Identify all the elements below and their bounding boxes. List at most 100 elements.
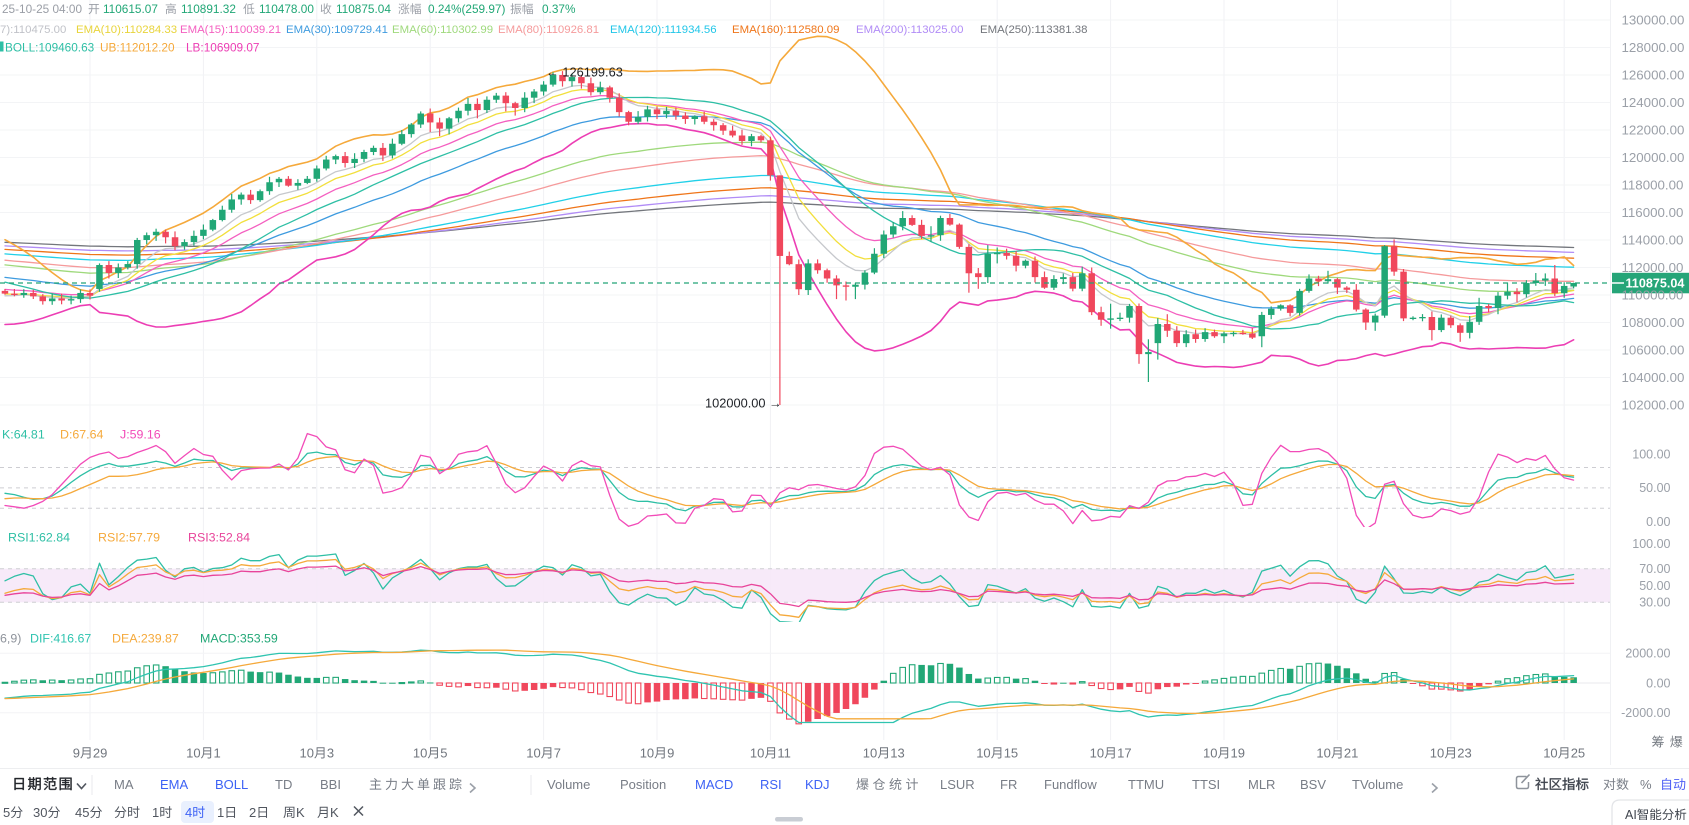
svg-text:0.24%(259.97): 0.24%(259.97)	[428, 2, 505, 16]
svg-text:116000.00: 116000.00	[1622, 205, 1684, 220]
svg-text:102000.00 →: 102000.00 →	[705, 396, 782, 411]
svg-text:108000.00: 108000.00	[1622, 315, 1685, 330]
svg-text:EMA(30):109729.41: EMA(30):109729.41	[286, 24, 388, 36]
svg-text:100.00: 100.00	[1632, 537, 1670, 551]
svg-text:Volume: Volume	[547, 777, 590, 792]
svg-text:K:64.81: K:64.81	[2, 428, 45, 442]
svg-text:EMA(60):110302.99: EMA(60):110302.99	[392, 24, 493, 36]
svg-text:EMA(80):110926.81: EMA(80):110926.81	[498, 24, 599, 36]
svg-text:-2000.00: -2000.00	[1621, 706, 1670, 720]
svg-text:MA: MA	[114, 777, 134, 792]
svg-text:10: 10	[1430, 746, 1444, 761]
svg-text:70.00: 70.00	[1639, 562, 1670, 576]
svg-text:10: 10	[640, 746, 654, 761]
svg-text:EMA(200):113025.00: EMA(200):113025.00	[856, 24, 963, 36]
svg-text:LSUR: LSUR	[940, 777, 975, 792]
svg-text:RSI: RSI	[760, 777, 782, 792]
svg-text:BOLL: BOLL	[215, 777, 248, 792]
svg-text:0.00: 0.00	[1646, 676, 1670, 690]
svg-text:13: 13	[890, 746, 904, 761]
svg-text:102000.00: 102000.00	[1622, 398, 1685, 413]
svg-text:EMA(10):110284.33: EMA(10):110284.33	[76, 24, 177, 36]
svg-text:2000.00: 2000.00	[1625, 647, 1670, 661]
svg-text:30.00: 30.00	[1639, 596, 1670, 610]
svg-text:11: 11	[777, 746, 791, 761]
svg-text:124000.00: 124000.00	[1622, 95, 1685, 110]
svg-text:EMA(250):113381.38: EMA(250):113381.38	[980, 24, 1087, 36]
svg-text:17: 17	[1117, 746, 1131, 761]
svg-text:110615.07: 110615.07	[103, 2, 158, 16]
svg-text:112000.00: 112000.00	[1622, 260, 1684, 275]
svg-text:10: 10	[863, 746, 877, 761]
svg-text:0.00: 0.00	[1646, 515, 1670, 529]
svg-text:122000.00: 122000.00	[1622, 123, 1685, 138]
svg-text:Fundflow: Fundflow	[1044, 777, 1097, 792]
svg-text:118000.00: 118000.00	[1622, 178, 1684, 193]
svg-text:10: 10	[300, 746, 314, 761]
svg-text:TTMU: TTMU	[1128, 777, 1164, 792]
svg-text:10: 10	[1090, 746, 1104, 761]
svg-text:MACD:353.59: MACD:353.59	[200, 632, 278, 646]
svg-text:EMA(120):111934.56: EMA(120):111934.56	[610, 24, 717, 36]
svg-text:BBI: BBI	[320, 777, 341, 792]
svg-text:9: 9	[667, 746, 674, 761]
svg-text:110478.00: 110478.00	[259, 2, 314, 16]
svg-text:120000.00: 120000.00	[1622, 150, 1685, 165]
svg-text:KDJ: KDJ	[805, 777, 830, 792]
svg-text:MACD: MACD	[695, 777, 733, 792]
svg-text:100.00: 100.00	[1632, 447, 1670, 461]
svg-text:30: 30	[33, 805, 47, 820]
svg-text:DEA:239.87: DEA:239.87	[112, 632, 179, 646]
svg-text:10: 10	[750, 746, 764, 761]
svg-text:10: 10	[1203, 746, 1217, 761]
svg-text:RSI1:62.84: RSI1:62.84	[8, 531, 70, 545]
svg-text:← 126199.63: ← 126199.63	[546, 65, 623, 80]
svg-text:9: 9	[73, 746, 80, 761]
svg-text:104000.00: 104000.00	[1622, 370, 1685, 385]
svg-text:%: %	[1640, 777, 1652, 792]
svg-text:FR: FR	[1000, 777, 1017, 792]
svg-text:110875.04: 110875.04	[1626, 277, 1685, 291]
svg-text:TVolume: TVolume	[1352, 777, 1403, 792]
svg-text:19: 19	[1231, 746, 1245, 761]
svg-text:D:67.64: D:67.64	[60, 428, 104, 442]
svg-text:4: 4	[185, 805, 192, 820]
svg-text:10: 10	[186, 746, 200, 761]
svg-text:LB:106909.07: LB:106909.07	[186, 41, 259, 55]
svg-text:15: 15	[1004, 746, 1018, 761]
svg-text:5: 5	[3, 805, 10, 820]
svg-text:EMA: EMA	[160, 777, 189, 792]
svg-text:7):110475.00: 7):110475.00	[0, 24, 66, 36]
svg-text:K: K	[296, 805, 305, 820]
svg-text:29: 29	[93, 746, 107, 761]
svg-text:25: 25	[1571, 746, 1585, 761]
svg-text:0.37%: 0.37%	[542, 2, 576, 16]
svg-text:TD: TD	[275, 777, 292, 792]
svg-text:106000.00: 106000.00	[1622, 343, 1685, 358]
svg-text:10: 10	[413, 746, 427, 761]
svg-text:1: 1	[214, 746, 221, 761]
svg-text:3: 3	[327, 746, 334, 761]
svg-text:MLR: MLR	[1248, 777, 1275, 792]
svg-text:1: 1	[217, 805, 224, 820]
svg-text:AI: AI	[1625, 808, 1637, 822]
svg-text:K: K	[330, 805, 339, 820]
svg-text:110000.00: 110000.00	[1622, 288, 1684, 303]
svg-text:BSV: BSV	[1300, 777, 1326, 792]
svg-text:EMA(15):110039.21: EMA(15):110039.21	[180, 24, 281, 36]
svg-text:126000.00: 126000.00	[1622, 68, 1685, 83]
svg-text:UB:112012.20: UB:112012.20	[100, 41, 175, 55]
svg-text:110875.04: 110875.04	[336, 2, 391, 16]
svg-text:10: 10	[526, 746, 540, 761]
svg-text:2: 2	[249, 805, 256, 820]
svg-text:7: 7	[554, 746, 561, 761]
svg-text:DIF:416.67: DIF:416.67	[30, 632, 91, 646]
svg-text:RSI3:52.84: RSI3:52.84	[188, 531, 250, 545]
svg-text:110891.32: 110891.32	[181, 2, 236, 16]
svg-text:10: 10	[1316, 746, 1330, 761]
svg-text:6,9): 6,9)	[0, 632, 21, 646]
svg-text:45: 45	[75, 805, 89, 820]
svg-text:10: 10	[1543, 746, 1557, 761]
svg-text:RSI2:57.79: RSI2:57.79	[98, 531, 160, 545]
svg-text:130000.00: 130000.00	[1622, 13, 1685, 28]
